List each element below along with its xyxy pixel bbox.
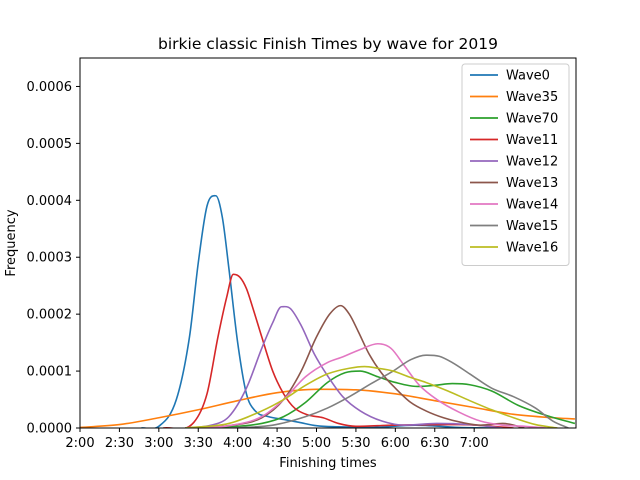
legend-label: Wave70: [506, 112, 558, 127]
legend-label: Wave15: [506, 219, 558, 234]
y-tick-label: 0.0005: [27, 137, 73, 152]
y-axis: 0.0000 0.0001 0.0002 0.0003 0.0004 0.0005 0.00…: [27, 80, 80, 437]
series-line-wave0: [141, 194, 503, 428]
legend-box: [461, 63, 570, 266]
chart-title: birkie classic Finish Times by wave for …: [158, 35, 498, 53]
y-tick-label: 0.0006: [27, 80, 73, 95]
plot-lines: [80, 194, 576, 428]
x-tick-label: 6:30: [420, 436, 449, 451]
x-axis-title: Finishing times: [279, 456, 377, 471]
x-tick-label: 3:00: [144, 436, 173, 451]
series-line-wave12: [185, 305, 503, 428]
x-tick-label: 2:30: [105, 436, 134, 451]
legend-label: Wave35: [506, 90, 558, 105]
y-tick-label: 0.0002: [27, 308, 73, 323]
y-tick-label: 0.0001: [27, 365, 73, 380]
x-tick-label: 6:00: [381, 436, 410, 451]
legend: Wave0 Wave35 Wave70 Wave11 Wave12 Wave13 Wave1…: [461, 63, 570, 266]
y-tick-label: 0.0000: [27, 422, 73, 437]
x-tick-label: 5:00: [302, 436, 331, 451]
legend-label: Wave11: [506, 133, 558, 148]
y-axis-title: Frequency: [4, 209, 19, 276]
y-tick-label: 0.0004: [27, 194, 73, 209]
legend-label: Wave16: [506, 241, 558, 256]
series-line-wave15: [228, 354, 569, 428]
legend-label: Wave0: [506, 69, 550, 84]
x-tick-label: 7:00: [460, 436, 489, 451]
x-tick-label: 2:00: [65, 436, 94, 451]
x-tick-label: 3:30: [184, 436, 213, 451]
series-line-wave16: [185, 365, 558, 428]
legend-label: Wave14: [506, 198, 558, 213]
x-tick-label: 4:30: [262, 436, 291, 451]
legend-label: Wave12: [506, 155, 558, 170]
x-axis: 2:00 2:30 3:00 3:30 4:00 4:30 5:00 5:30 6:00 6:30…: [65, 428, 489, 451]
series-line-wave11: [163, 273, 514, 428]
plot-frame: [79, 57, 577, 429]
x-tick-label: 5:30: [341, 436, 370, 451]
x-tick-label: 4:00: [223, 436, 252, 451]
legend-label: Wave13: [506, 176, 558, 191]
y-tick-label: 0.0003: [27, 251, 73, 266]
